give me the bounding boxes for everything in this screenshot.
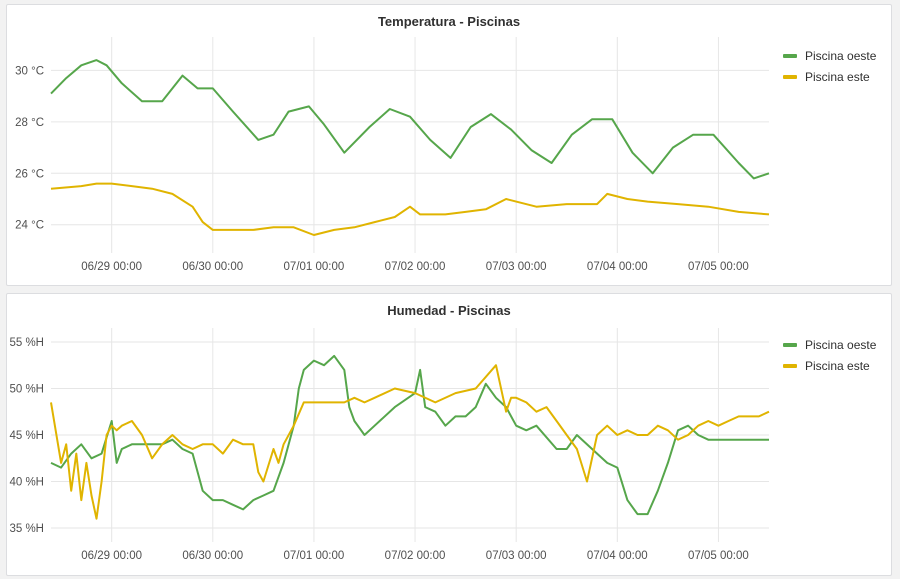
temperature-chart[interactable]: 24 °C 26 °C 28 °C 30 °C 06/29 00:00 06/30 00:… (7, 5, 891, 285)
y-tick-label: 30 °C (15, 65, 44, 77)
x-tick-label: 06/30 00:00 (182, 550, 243, 562)
legend-swatch-oeste (783, 53, 797, 58)
x-tick-label: 06/30 00:00 (182, 261, 243, 273)
y-tick-label: 50 %H (9, 383, 44, 395)
series-line-oeste (50, 354, 769, 516)
x-tick-label: 07/03 00:00 (486, 550, 547, 562)
grid (51, 37, 769, 253)
legend-item-este[interactable]: Piscina este (783, 66, 876, 87)
legend-swatch-este (783, 363, 797, 368)
x-tick-label: 07/05 00:00 (688, 550, 749, 562)
x-tick-label: 06/29 00:00 (81, 261, 142, 273)
legend-item-oeste[interactable]: Piscina oeste (783, 45, 876, 66)
x-tick-label: 07/04 00:00 (587, 261, 648, 273)
humidity-chart[interactable]: 35 %H 40 %H 45 %H 50 %H 55 %H 06/29 00:00 06/3… (7, 294, 891, 575)
x-tick-label: 07/05 00:00 (688, 261, 749, 273)
y-tick-label: 45 %H (9, 430, 44, 442)
x-tick-label: 07/02 00:00 (385, 550, 446, 562)
series-line-este (50, 182, 770, 236)
y-tick-label: 55 %H (9, 337, 44, 349)
legend: Piscina oeste Piscina este (783, 45, 876, 87)
x-tick-label: 07/01 00:00 (284, 261, 345, 273)
series-line-oeste (50, 59, 770, 180)
legend-item-este[interactable]: Piscina este (783, 355, 876, 376)
x-tick-label: 07/03 00:00 (486, 261, 547, 273)
humidity-panel: Humedad - Piscinas 35 %H 40 %H 45 %H 50 %H 5… (6, 293, 892, 576)
x-tick-label: 06/29 00:00 (81, 550, 142, 562)
temperature-panel: Temperatura - Piscinas 24 °C 26 °C 28 °C 30… (6, 4, 892, 286)
legend-label-este: Piscina este (805, 69, 870, 84)
y-tick-label: 35 %H (9, 523, 44, 535)
y-tick-label: 26 °C (15, 168, 44, 180)
legend-swatch-oeste (783, 342, 797, 347)
x-tick-label: 07/01 00:00 (284, 550, 345, 562)
legend-item-oeste[interactable]: Piscina oeste (783, 334, 876, 355)
x-tick-label: 07/04 00:00 (587, 550, 648, 562)
y-tick-label: 28 °C (15, 117, 44, 129)
legend-label-oeste: Piscina oeste (805, 48, 877, 63)
legend-label-este: Piscina este (805, 358, 870, 373)
legend-label-oeste: Piscina oeste (805, 337, 877, 352)
series-line-este (50, 364, 770, 520)
legend-swatch-este (783, 74, 797, 79)
legend: Piscina oeste Piscina este (783, 334, 876, 376)
chart-title: Humedad - Piscinas (387, 303, 511, 318)
x-tick-label: 07/02 00:00 (385, 261, 446, 273)
grid (51, 328, 769, 542)
y-tick-label: 40 %H (9, 477, 44, 489)
chart-title: Temperatura - Piscinas (377, 14, 521, 29)
y-tick-label: 24 °C (15, 220, 44, 232)
